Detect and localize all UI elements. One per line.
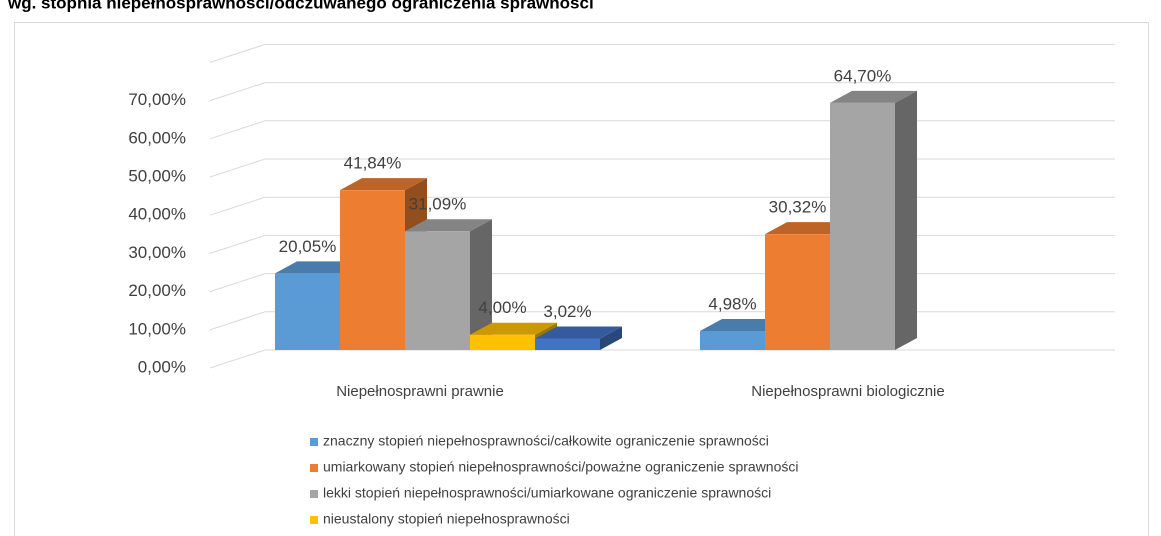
bar-top [340,178,427,191]
grid-line [209,196,266,216]
value-label: 30,32% [769,198,827,217]
y-tick-label: 20,00% [128,281,186,300]
value-label: 41,84% [344,154,402,173]
legend-swatch [310,490,318,498]
bar [340,190,405,350]
legend-label: umiarkowany stopień niepełnosprawności/p… [323,459,799,475]
grid-line [209,273,266,293]
value-label: 3,02% [543,302,591,321]
bar [405,231,470,350]
y-tick-label: 40,00% [128,205,186,224]
bar-top [535,326,622,339]
bar-top [470,322,557,335]
value-label: 64,70% [834,66,892,85]
grid-line [209,82,266,102]
y-tick-label: 30,00% [128,243,186,262]
y-tick-label: 50,00% [128,166,186,185]
chart-title: wg. stopnia niepełnosprawności/odczuwane… [7,0,594,12]
bar [535,338,600,350]
legend-swatch [310,464,318,472]
legend-swatch [310,438,318,446]
wall-edge [209,43,266,63]
value-label: 4,00% [478,298,526,317]
bar [470,334,535,350]
bar-top [405,219,492,232]
y-tick-label: 0,00% [138,357,186,376]
legend-swatch [310,516,318,524]
y-tick-label: 60,00% [128,128,186,147]
bar [275,273,340,350]
chart-frame [14,22,1149,536]
legend-label: znaczny stopień niepełnosprawności/całko… [323,433,769,449]
grid-line [209,349,266,369]
bar-side [470,219,492,350]
bar [700,330,765,350]
bar-side [895,90,917,350]
y-tick-label: 70,00% [128,90,186,109]
bar-side [600,326,622,350]
grid-line [209,311,266,331]
x-tick-label: Niepełnosprawni prawnie [336,383,504,400]
x-tick-label: Niepełnosprawni biologicznie [751,383,944,400]
value-label: 4,98% [708,294,756,313]
bar [830,102,895,350]
legend-label: nieustalony stopień niepełnosprawności [323,511,570,527]
grid-line [209,120,266,140]
bar [765,234,830,350]
y-tick-label: 10,00% [128,319,186,338]
grid-line [209,158,266,178]
legend-label: lekki stopień niepełnosprawności/umiarko… [323,485,771,501]
value-label: 31,09% [409,195,467,214]
bar-top [830,90,917,103]
value-label: 20,05% [279,237,337,256]
grid-line [209,234,266,254]
